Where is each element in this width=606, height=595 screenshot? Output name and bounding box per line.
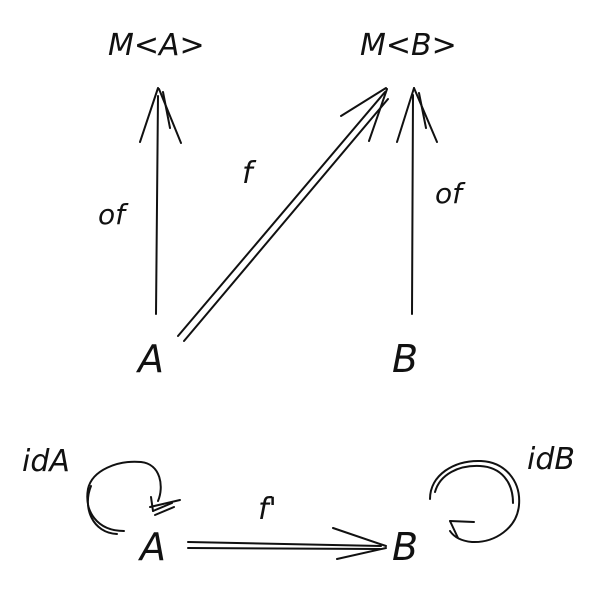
edge-f-prime [187, 527, 387, 560]
identity-loop-a [86, 460, 181, 535]
loop-label-ida: idA [22, 444, 70, 479]
loop-label-idb: idB [527, 442, 575, 477]
edge-of-right [396, 87, 438, 315]
node-m-a: M<A> [108, 28, 205, 63]
edge-label-f-prime: f' [258, 492, 277, 527]
edge-label-f: f [242, 156, 257, 191]
node-m-b: M<B> [360, 28, 457, 63]
edge-label-of-right: of [435, 177, 466, 210]
edge-f [177, 87, 389, 342]
node-b-bottom: B [392, 525, 418, 569]
edge-label-of-left: of [98, 198, 129, 231]
node-b-top: B [392, 337, 418, 381]
identity-loop-b [429, 459, 521, 544]
node-a-top: A [135, 337, 164, 381]
edge-of-left [139, 87, 182, 315]
node-a-bottom: A [137, 525, 166, 569]
